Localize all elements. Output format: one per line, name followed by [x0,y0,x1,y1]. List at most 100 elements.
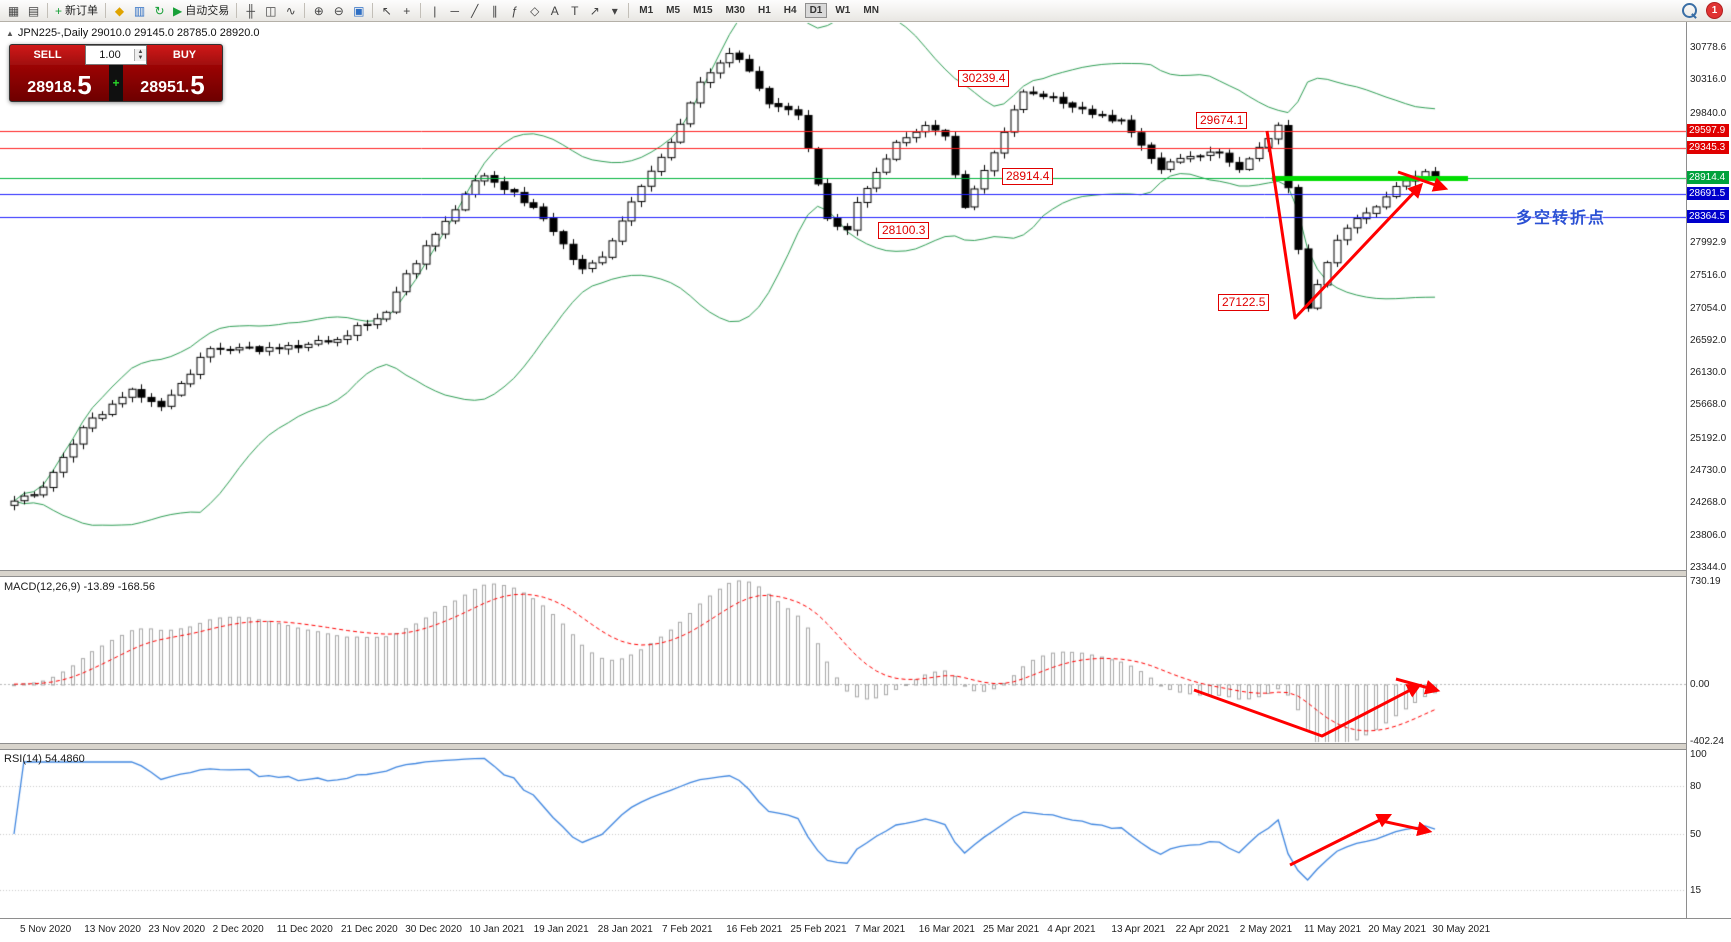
price-axis-label: 24730.0 [1690,465,1727,477]
price-annotation-label: 28914.4 [1002,168,1054,185]
timeframe-w1[interactable]: W1 [830,3,855,18]
zoom-out-icon[interactable]: ⊖ [329,2,348,20]
price-axis-label: 27516.0 [1690,270,1727,282]
symbol-icon: ▲ [6,28,14,38]
timeframe-m5[interactable]: M5 [661,3,685,18]
date-axis-label: 21 Dec 2020 [341,924,398,935]
date-axis[interactable]: 5 Nov 2020 13 Nov 2020 23 Nov 2020 2 Dec 20… [0,918,1731,942]
date-axis-label: 11 Dec 2020 [276,924,333,935]
date-axis-label: 30 Dec 2020 [405,924,462,935]
date-axis-label: 16 Feb 2021 [726,924,783,935]
search-icon[interactable] [1682,3,1697,18]
date-axis-label: 4 Apr 2021 [1047,924,1096,935]
toolbar-separator [304,3,306,18]
autotrading-button[interactable]: ▶ 自动交易 [170,2,232,20]
arrow-tool-icon[interactable]: ↗ [585,2,604,20]
turning-point-note: 多空转折点 [1516,210,1607,227]
price-axis-label: 30316.0 [1690,74,1727,86]
bar-chart-icon[interactable]: ╫ [241,2,260,20]
buy-price-main: 28951. [140,79,190,96]
tile-windows-icon[interactable]: ▣ [349,2,368,20]
volume-field[interactable]: 1.00 ▲ ▼ [85,45,147,65]
cursor-icon[interactable]: ↖ [377,2,396,20]
volume-down-button[interactable]: ▼ [135,55,146,61]
timeframe-m15[interactable]: M15 [688,3,717,18]
data-window-icon[interactable]: ▥ [130,2,149,20]
date-axis-label: 5 Nov 2020 [20,924,72,935]
rsi-scale-label: 100 [1690,749,1707,760]
volume-steppers: ▲ ▼ [134,49,146,61]
date-axis-label: 10 Jan 2021 [469,924,525,935]
toolbar-separator [236,3,238,18]
crosshair-icon[interactable]: + [397,2,416,20]
rsi-indicator-label: RSI(14) 54.4860 [4,753,85,765]
main-toolbar: ▦ ▤ + 新订单 ◆ ▥ ↻ ▶ 自动交易 ╫ ◫ ∿ ⊕ ⊖ ▣ ↖ + | ─ ╱ ∥ ƒ ◇ A T ↗ ▾ M1 M5 M15 M… [0,0,1731,22]
price-axis-label: 26130.0 [1690,367,1727,379]
vertical-line-icon[interactable]: | [425,2,444,20]
date-axis-label: 28 Jan 2021 [597,924,653,935]
price-axis-label: 25668.0 [1690,399,1727,411]
toolbar-separator [628,3,630,18]
macd-pane-divider[interactable] [0,570,1686,577]
notifications-badge[interactable]: 1 [1706,2,1723,19]
timeframe-m30[interactable]: M30 [721,3,750,18]
trendline-icon[interactable]: ╱ [465,2,484,20]
rsi-scale-label: 80 [1690,781,1702,792]
date-axis-label: 22 Apr 2021 [1175,924,1230,935]
price-axis-label: 27992.9 [1690,236,1727,248]
price-annotation-label: 30239.4 [958,70,1010,87]
price-level-badge: 29597.9 [1687,123,1729,137]
volume-value[interactable]: 1.00 [99,49,121,61]
buy-button[interactable]: BUY [147,45,222,65]
volume-up-button[interactable]: ▲ [135,49,146,55]
price-axis-label: 23806.0 [1690,529,1727,541]
shapes-icon[interactable]: ◇ [525,2,544,20]
price-axis-label: 23344.0 [1690,562,1727,573]
market-watch-icon[interactable]: ◆ [110,2,129,20]
timeframe-mn[interactable]: MN [858,3,884,18]
date-axis-label: 23 Nov 2020 [148,924,206,935]
rsi-pane-divider[interactable] [0,743,1686,750]
price-axis-label: 27054.0 [1690,302,1727,314]
buy-price[interactable]: 28951. 5 [123,65,222,101]
zoom-in-icon[interactable]: ⊕ [309,2,328,20]
timeframe-h1[interactable]: H1 [753,3,776,18]
chart-title: ▲ JPN225-,Daily 29010.0 29145.0 28785.0 … [6,27,260,39]
chart-profiles-icon[interactable]: ▤ [24,2,43,20]
price-axis[interactable]: 30778.6 30316.0 29840.0 27992.9 27516.0 27054… [1686,22,1731,918]
macd-indicator-label: MACD(12,26,9) -13.89 -168.56 [4,581,156,593]
line-chart-icon[interactable]: ∿ [281,2,300,20]
sell-button[interactable]: SELL [10,45,85,65]
date-axis-label: 19 Jan 2021 [533,924,589,935]
text-icon[interactable]: A [545,2,564,20]
sell-price-pip: 5 [77,70,92,100]
macd-scale-label: 730.19 [1690,576,1721,587]
price-level-badge: 28691.5 [1687,186,1729,200]
fibonacci-icon[interactable]: ƒ [505,2,524,20]
refresh-icon[interactable]: ↻ [150,2,169,20]
price-level-badge: 28364.5 [1687,209,1729,223]
date-axis-label: 25 Feb 2021 [790,924,847,935]
sell-price[interactable]: 28918. 5 [10,65,109,101]
sell-price-main: 28918. [27,79,77,96]
price-axis-label: 26592.0 [1690,334,1727,346]
channel-icon[interactable]: ∥ [485,2,504,20]
new-order-button[interactable]: + 新订单 [52,2,101,20]
candlestick-chart-icon[interactable]: ◫ [261,2,280,20]
timeframe-h4[interactable]: H4 [779,3,802,18]
new-chart-icon[interactable]: ▦ [4,2,23,20]
plus-icon[interactable]: + [109,65,123,101]
date-axis-label: 2 Dec 2020 [212,924,264,935]
rsi-scale-label: 50 [1690,829,1702,840]
buy-price-pip: 5 [190,70,205,100]
date-axis-label: 16 Mar 2021 [918,924,975,935]
template-icon[interactable]: T [565,2,584,20]
timeframe-m1[interactable]: M1 [634,3,658,18]
price-axis-label: 25192.0 [1690,432,1727,444]
horizontal-line-icon[interactable]: ─ [445,2,464,20]
indicators-dropdown-icon[interactable]: ▾ [605,2,624,20]
one-click-trading-panel: SELL 1.00 ▲ ▼ BUY 28918. 5 + 28951. 5 [9,44,223,102]
timeframe-d1[interactable]: D1 [804,3,828,18]
